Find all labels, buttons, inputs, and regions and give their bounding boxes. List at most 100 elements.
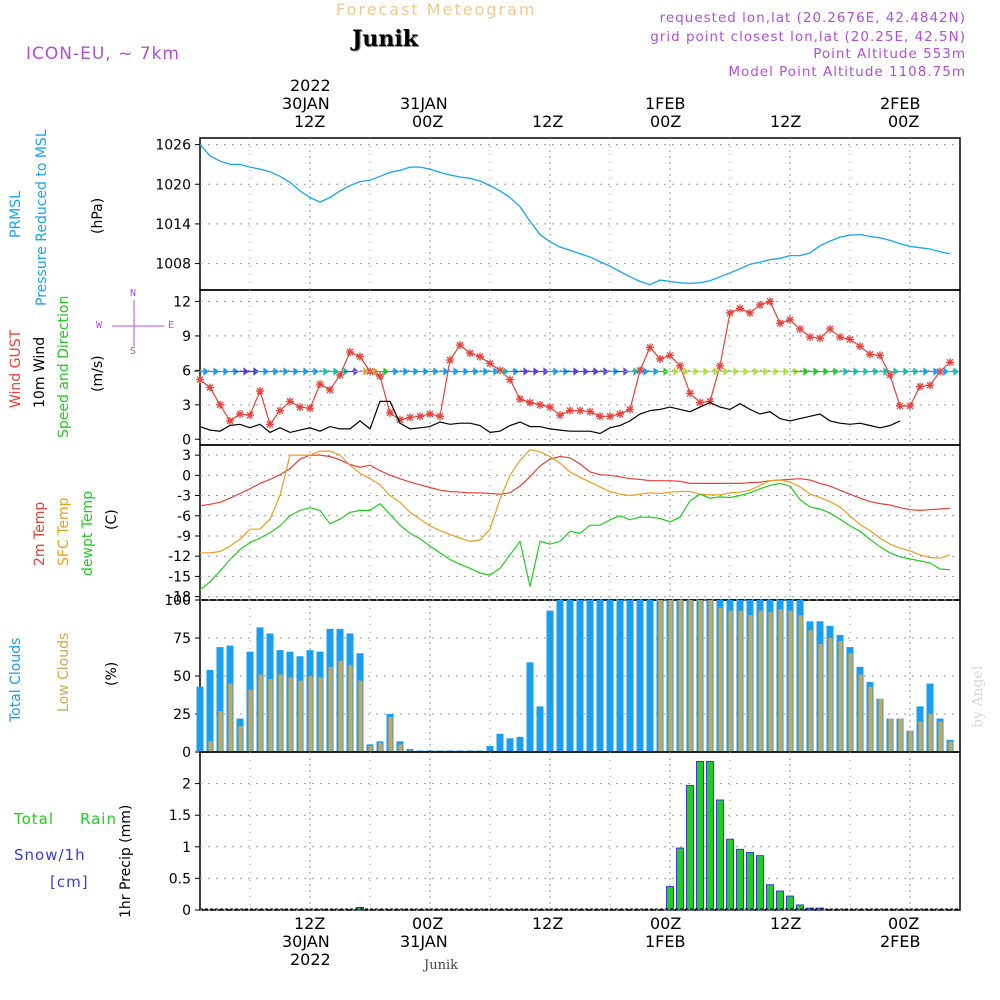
gust-marker <box>206 383 214 392</box>
gust-marker <box>906 401 914 410</box>
gust-marker-d2 <box>776 319 784 327</box>
pressure-ytick-label: 1008 <box>155 257 191 273</box>
low-clouds-bar <box>938 721 943 752</box>
low-clouds-bar <box>678 600 683 752</box>
total-clouds-bar <box>416 750 424 752</box>
precipitation-ytick-label: 1 <box>182 840 191 856</box>
clouds-ytick-label: 0 <box>182 745 191 761</box>
low-clouds-bar <box>238 726 243 752</box>
bottom-label-date: 1FEB <box>645 932 686 951</box>
clouds-ytick-label: 75 <box>173 631 191 647</box>
gust-marker <box>796 325 804 334</box>
gust-marker-d2 <box>196 376 204 384</box>
gust-marker-d2 <box>876 351 884 359</box>
precip-bar <box>766 884 774 911</box>
wind-unit: (m/s) <box>90 355 106 392</box>
gust-marker <box>886 370 894 379</box>
low-clouds-bar <box>298 680 303 752</box>
wind-frame <box>199 289 961 446</box>
total-clouds-bar <box>566 600 574 752</box>
total-clouds-bar <box>496 733 504 752</box>
low-clouds-bar <box>908 730 913 752</box>
gust-marker-d2 <box>756 301 764 309</box>
gust-marker-d2 <box>396 416 404 424</box>
precipitation-frame <box>199 751 961 911</box>
gust-marker <box>546 403 554 412</box>
low-clouds-bar <box>328 666 333 752</box>
precip-bar <box>746 851 754 911</box>
low-clouds-bar <box>288 677 293 752</box>
low-clouds-bar <box>778 609 783 752</box>
total-clouds-bar <box>466 750 474 752</box>
low-clouds-bar <box>898 718 903 752</box>
pressure-ytick-label: 1026 <box>155 138 191 154</box>
gust-marker <box>626 405 634 414</box>
gust-marker <box>786 315 794 324</box>
low-clouds-bar <box>918 721 923 752</box>
total-clouds-bar <box>646 600 654 752</box>
low-clouds-bar <box>818 644 823 752</box>
precip-snow-unit: [cm] <box>50 873 89 891</box>
gust-marker <box>496 366 504 375</box>
gust-marker <box>836 333 844 342</box>
gust-marker-d2 <box>766 298 774 305</box>
total-clouds-bar <box>596 600 604 752</box>
gust-marker <box>666 351 674 360</box>
gust-marker <box>466 349 474 358</box>
gust-marker-d2 <box>326 386 334 394</box>
gust-marker <box>356 352 364 361</box>
gust-marker <box>226 416 234 425</box>
panels-layer: 1008101410201026036912-18-15-12-9-6-3030… <box>112 137 961 919</box>
gust-marker-d2 <box>606 412 614 420</box>
wind-10m-label: 10m Wind <box>32 336 48 408</box>
total-clouds-bar <box>516 736 524 752</box>
gust-marker <box>806 333 814 342</box>
precip-bar <box>756 855 764 911</box>
gust-marker-d2 <box>356 353 364 361</box>
gust-marker <box>656 354 664 363</box>
gust-marker-d2 <box>336 371 344 379</box>
wind-10m-wind-line <box>199 400 901 435</box>
gust-marker-d2 <box>426 410 434 418</box>
gust-marker <box>346 348 354 356</box>
gust-marker-d2 <box>556 411 564 419</box>
low-clouds-bar <box>838 641 843 752</box>
gust-marker-d2 <box>896 402 904 410</box>
gust-marker <box>506 375 514 384</box>
clouds-unit: (%) <box>104 661 120 686</box>
clouds-ytick-label: 25 <box>173 707 191 723</box>
precip-total-label: Total <box>14 810 55 828</box>
gust-marker <box>696 398 704 407</box>
precipitation-ytick-label: 0 <box>182 903 191 919</box>
temperature-sfc-temp-line <box>200 449 951 559</box>
wind-gust-label: Wind GUST <box>8 329 24 408</box>
gust-marker-d2 <box>456 341 464 349</box>
gust-marker-d2 <box>486 360 494 367</box>
pressure-frame <box>199 137 961 291</box>
precip-ylabel: 1hr Precip (mm) <box>118 804 134 918</box>
temperature-ytick-label: -12 <box>168 549 191 565</box>
low-clouds-bar <box>888 718 893 752</box>
bottom-label-date: 31JAN <box>400 932 448 951</box>
gust-marker <box>316 380 324 389</box>
bottom-label-date: 2FEB <box>880 932 921 951</box>
forecast-meteogram-title: Forecast Meteogram <box>336 0 537 19</box>
temperature-ytick-label: -6 <box>177 509 191 525</box>
top-label-hour: 12Z <box>532 112 564 131</box>
compass-icon <box>112 300 164 346</box>
top-label-date: 31JAN <box>400 94 448 113</box>
gust-marker-d2 <box>206 384 214 392</box>
model-label: ICON-EU, ~ 7km <box>26 44 180 64</box>
temperature-ytick-label: 0 <box>182 468 191 484</box>
wind-ytick-label: 3 <box>182 398 191 414</box>
temperature-ytick-label: -18 <box>168 590 191 606</box>
gust-marker-d2 <box>546 403 554 411</box>
compass-w: W <box>96 320 103 331</box>
low-clouds-bar <box>388 717 393 752</box>
top-label-date: 2FEB <box>880 94 921 113</box>
gust-marker <box>416 412 424 421</box>
gust-marker-d2 <box>536 401 544 409</box>
gust-marker-d2 <box>376 372 384 380</box>
clouds-low-label: Low Clouds <box>56 632 72 712</box>
